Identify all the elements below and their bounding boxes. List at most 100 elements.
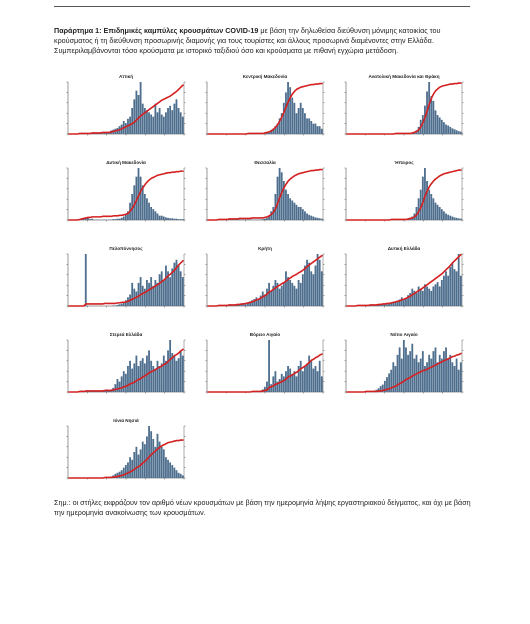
daily-cases-bar — [285, 92, 287, 134]
daily-cases-bar — [135, 176, 138, 220]
daily-cases-bar — [301, 274, 304, 306]
daily-cases-bar — [434, 110, 437, 134]
daily-cases-bar — [116, 379, 119, 392]
daily-cases-bar — [154, 446, 157, 478]
daily-cases-bar — [411, 288, 414, 306]
daily-cases-bar — [436, 204, 439, 220]
daily-cases-bar — [407, 295, 409, 306]
daily-cases-bar — [459, 275, 462, 306]
daily-cases-bar — [146, 110, 148, 134]
daily-cases-bar — [146, 436, 148, 478]
daily-cases-bar — [120, 303, 123, 306]
daily-cases-bar — [116, 218, 119, 220]
daily-cases-bar — [280, 285, 283, 306]
daily-cases-bar — [160, 363, 163, 392]
daily-cases-bar — [137, 282, 140, 306]
daily-cases-bar — [438, 117, 441, 134]
daily-cases-bar — [146, 280, 148, 306]
daily-cases-bar — [270, 129, 273, 134]
daily-cases-bar — [150, 277, 153, 306]
daily-cases-bar — [455, 271, 458, 306]
daily-cases-bar — [253, 299, 256, 306]
daily-cases-bar — [415, 207, 418, 220]
daily-cases-bar — [156, 213, 159, 220]
daily-cases-bar — [430, 358, 433, 392]
daily-cases-bar — [417, 286, 420, 306]
daily-cases-bar — [177, 358, 180, 392]
daily-cases-bar — [308, 262, 311, 306]
appendix-intro-lead: Παράρτημα 1: Επιδημικές καμπύλες κρουσμά… — [54, 26, 259, 35]
daily-cases-bar — [165, 360, 167, 392]
daily-cases-bar — [266, 217, 268, 220]
region-chart: Νότιο Αιγαίο — [340, 332, 468, 402]
daily-cases-bar — [295, 376, 298, 392]
region-chart: Πελοπόννησος — [62, 246, 190, 316]
daily-cases-bar — [175, 470, 178, 478]
daily-cases-bar — [430, 290, 433, 306]
daily-cases-bar — [148, 202, 150, 220]
daily-cases-bar — [129, 360, 131, 392]
daily-cases-bar — [282, 102, 285, 134]
daily-cases-bar — [449, 215, 452, 220]
daily-cases-bar — [133, 452, 136, 478]
daily-cases-bar — [428, 82, 431, 134]
daily-cases-bar — [386, 377, 388, 392]
daily-cases-bar — [152, 439, 155, 478]
daily-cases-bar — [181, 219, 184, 220]
daily-cases-bar — [424, 366, 426, 392]
daily-cases-bar — [436, 115, 439, 134]
daily-cases-bar — [175, 218, 178, 220]
cumulative-cases-line — [346, 169, 462, 221]
daily-cases-bar — [154, 280, 157, 306]
daily-cases-bar — [419, 358, 422, 392]
daily-cases-bar — [181, 277, 184, 306]
footnote: Σημ.: οι στήλες εκφράζουν τον αριθμό νέω… — [54, 498, 471, 517]
daily-cases-bar — [158, 274, 161, 306]
daily-cases-bar — [167, 459, 169, 478]
daily-cases-bar — [266, 288, 268, 306]
daily-cases-bar — [156, 282, 159, 306]
daily-cases-bar — [388, 373, 390, 392]
daily-cases-bar — [156, 433, 159, 478]
daily-cases-bar — [287, 194, 289, 220]
daily-cases-bar — [314, 123, 317, 134]
daily-cases-bar — [156, 360, 159, 392]
daily-cases-bar — [457, 131, 460, 134]
daily-cases-bar — [179, 473, 182, 478]
daily-cases-bar — [289, 198, 292, 220]
daily-cases-bar — [122, 371, 125, 392]
daily-cases-bar — [443, 351, 445, 392]
daily-cases-bar — [270, 211, 273, 220]
daily-cases-bar — [438, 207, 441, 220]
daily-cases-bar — [89, 219, 91, 220]
daily-cases-bar — [278, 118, 281, 134]
daily-cases-bar — [175, 99, 178, 134]
chart-title: Νότιο Αιγαίο — [390, 332, 418, 337]
daily-cases-bar — [141, 285, 144, 306]
epidemic-curve-chart — [205, 81, 325, 136]
daily-cases-bar — [440, 280, 443, 306]
daily-cases-bar — [443, 122, 445, 134]
daily-cases-bar — [141, 103, 144, 134]
daily-cases-bar — [282, 282, 285, 306]
daily-cases-bar — [137, 168, 140, 220]
daily-cases-bar — [131, 368, 134, 392]
daily-cases-bar — [312, 123, 315, 134]
appendix-intro: Παράρτημα 1: Επιδημικές καμπύλες κρουσμά… — [54, 26, 474, 56]
daily-cases-bar — [118, 471, 121, 478]
cumulative-cases-line — [346, 253, 462, 307]
daily-cases-bar — [272, 285, 275, 306]
daily-cases-bar — [440, 358, 443, 392]
daily-cases-bar — [150, 207, 153, 220]
cumulative-cases-line — [68, 439, 184, 479]
daily-cases-bar — [409, 293, 412, 306]
region-chart: Κρήτη — [201, 246, 329, 316]
daily-cases-bar — [156, 112, 159, 134]
daily-cases-bar — [310, 121, 313, 134]
daily-cases-bar — [160, 271, 163, 306]
daily-cases-bar — [173, 262, 176, 306]
daily-cases-bar — [295, 113, 298, 134]
daily-cases-bar — [409, 351, 412, 392]
daily-cases-bar — [148, 112, 150, 134]
daily-cases-bar — [160, 114, 163, 134]
